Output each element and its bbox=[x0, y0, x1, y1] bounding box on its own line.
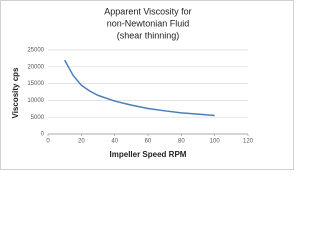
y-tick-label: 20000 bbox=[27, 64, 44, 70]
chart-border bbox=[0, 0, 294, 170]
x-tick-label: 60 bbox=[145, 139, 152, 145]
y-tick-label: 10000 bbox=[27, 98, 44, 104]
x-tick-label: 0 bbox=[46, 139, 50, 145]
chart-title: non-Newtonian Fluid bbox=[107, 18, 190, 28]
x-tick-label: 120 bbox=[243, 139, 254, 145]
chart-title: (shear thinning) bbox=[117, 30, 180, 40]
x-tick-label: 40 bbox=[111, 139, 118, 145]
x-tick-label: 80 bbox=[178, 139, 185, 145]
x-tick-label: 100 bbox=[210, 139, 221, 145]
y-tick-label: 5000 bbox=[31, 115, 45, 121]
y-tick-label: 0 bbox=[41, 132, 45, 138]
y-tick-label: 15000 bbox=[27, 81, 44, 87]
y-axis-label: Viscosity cps bbox=[11, 67, 20, 119]
x-tick-label: 20 bbox=[78, 139, 85, 145]
data-line bbox=[64, 59, 215, 117]
chart-title: Apparent Viscosity for bbox=[104, 6, 191, 16]
x-axis-label: Impeller Speed RPM bbox=[110, 150, 187, 159]
y-tick-label: 25000 bbox=[27, 48, 44, 54]
chart: Apparent Viscosity for non-Newtonian Flu… bbox=[0, 0, 294, 170]
